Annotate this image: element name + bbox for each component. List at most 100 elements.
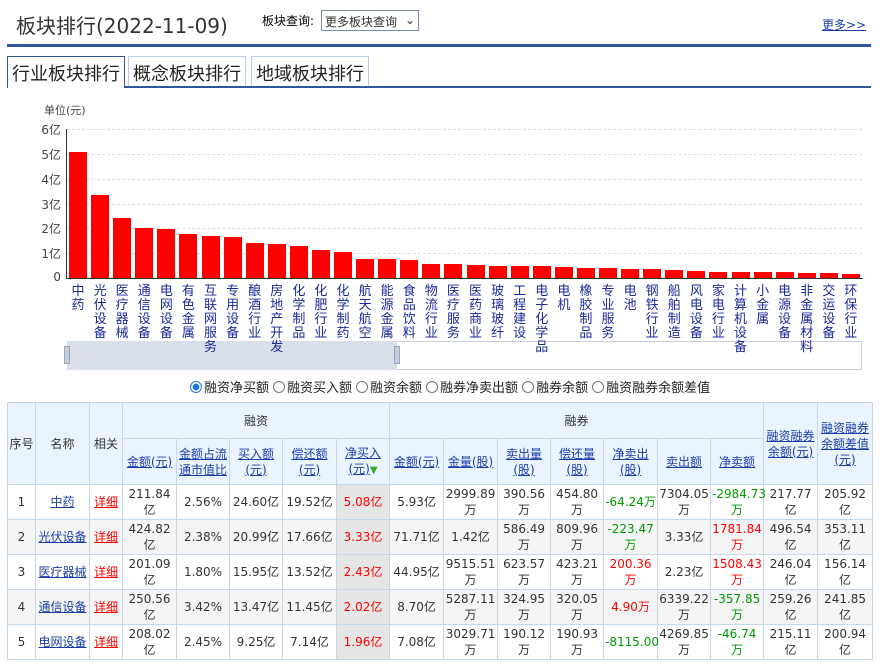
bar[interactable] — [665, 270, 684, 278]
sector-link[interactable]: 通信设备 — [38, 600, 87, 614]
bar[interactable] — [378, 259, 397, 278]
name-cell: 医疗器械 — [35, 554, 90, 590]
col-header[interactable]: 净买入(元)▼ — [335, 438, 391, 485]
radio-option[interactable]: 融券余额 — [522, 377, 588, 396]
slider-handle-right[interactable] — [394, 346, 400, 364]
radio-button[interactable] — [273, 380, 286, 393]
bar[interactable] — [179, 233, 198, 278]
col-total-balance[interactable]: 融资融券余额(元) — [763, 402, 819, 485]
sector-link[interactable]: 中药 — [50, 495, 75, 509]
x-tick-label: 医疗器械 — [115, 284, 129, 341]
bar[interactable] — [444, 264, 463, 278]
detail-link[interactable]: 详细 — [93, 495, 118, 509]
sort-link[interactable]: 金额(元) — [393, 454, 440, 469]
bar[interactable] — [311, 250, 330, 278]
bar[interactable] — [599, 268, 617, 278]
sort-link[interactable]: 金额(元) — [126, 454, 173, 469]
bar[interactable] — [201, 236, 220, 278]
bar[interactable] — [819, 273, 838, 278]
bar[interactable] — [356, 259, 375, 278]
bar[interactable] — [113, 217, 132, 278]
tab-industry[interactable]: 行业板块排行 — [7, 56, 125, 88]
sort-link[interactable]: 偿还额(元) — [291, 446, 328, 477]
col-header[interactable]: 卖出量(股) — [497, 438, 552, 485]
sort-link[interactable]: 卖出额 — [666, 454, 703, 469]
radio-button[interactable] — [426, 380, 439, 393]
bar[interactable] — [753, 272, 772, 278]
sort-link[interactable]: 净买入(元) — [345, 445, 382, 476]
bar[interactable] — [841, 273, 860, 278]
bar[interactable] — [775, 272, 794, 278]
sort-link[interactable]: 融资融券余额差值(元) — [821, 420, 870, 467]
radio-option[interactable]: 融券净卖出额 — [426, 377, 518, 396]
gridline — [67, 228, 862, 230]
sort-link[interactable]: 偿还量(股) — [559, 446, 596, 477]
radio-option[interactable]: 融资买入额 — [273, 377, 352, 396]
col-header[interactable]: 净卖额 — [710, 438, 765, 485]
sector-link[interactable]: 电网设备 — [38, 635, 87, 649]
bar[interactable] — [289, 245, 308, 278]
tab-region[interactable]: 地域板块排行 — [251, 56, 369, 87]
sort-link[interactable]: 净卖额 — [719, 454, 756, 469]
bar[interactable] — [91, 195, 110, 278]
value-cell: 24.60亿 — [229, 484, 283, 520]
sort-link[interactable]: 融资融券余额(元) — [766, 428, 815, 459]
bar[interactable] — [267, 243, 286, 278]
sector-link[interactable]: 光伏设备 — [38, 530, 87, 544]
bar[interactable] — [643, 269, 662, 278]
radio-button[interactable] — [356, 380, 369, 393]
bar[interactable] — [488, 265, 507, 278]
bar[interactable] — [532, 266, 551, 278]
col-header[interactable]: 净卖出(股) — [603, 438, 659, 485]
detail-link[interactable]: 详细 — [93, 600, 118, 614]
bar[interactable] — [709, 271, 728, 278]
tab-concept[interactable]: 概念板块排行 — [128, 56, 246, 87]
bar[interactable] — [554, 266, 573, 278]
bar[interactable] — [510, 265, 529, 278]
bar[interactable] — [797, 272, 816, 278]
bar[interactable] — [157, 229, 176, 278]
bar[interactable] — [466, 265, 485, 278]
col-header[interactable]: 金量(股) — [443, 438, 499, 485]
detail-link[interactable]: 详细 — [93, 635, 118, 649]
col-header[interactable]: 偿还额(元) — [282, 438, 337, 485]
bar[interactable] — [223, 237, 242, 278]
col-header[interactable]: 金额(元) — [389, 438, 445, 485]
sector-query-select[interactable]: 更多板块查询 ⌄ — [321, 10, 419, 31]
radio-option[interactable]: 融资融券余额差值 — [592, 377, 710, 396]
sort-link[interactable]: 金额占流通市值比 — [178, 446, 227, 477]
more-link[interactable]: 更多>> — [822, 18, 867, 32]
sort-link[interactable]: 买入额(元) — [237, 446, 274, 477]
bar[interactable] — [135, 227, 154, 278]
col-header[interactable]: 金额占流通市值比 — [176, 438, 230, 485]
bar[interactable] — [334, 252, 352, 278]
bar[interactable] — [422, 263, 441, 278]
radio-button[interactable] — [190, 380, 202, 393]
bar[interactable] — [731, 271, 750, 278]
x-axis-line — [66, 278, 863, 279]
bar[interactable] — [400, 260, 419, 278]
bar[interactable] — [245, 243, 264, 278]
sort-link[interactable]: 净卖出(股) — [612, 446, 649, 477]
sort-link[interactable]: 金量(股) — [447, 454, 494, 469]
bar[interactable] — [69, 151, 87, 278]
x-tick-label: 光伏设备 — [93, 284, 107, 341]
radio-button[interactable] — [592, 380, 605, 393]
radio-option[interactable]: 融资净买额 — [190, 377, 269, 396]
radio-option[interactable]: 融资余额 — [356, 377, 422, 396]
col-header[interactable]: 卖出额 — [657, 438, 712, 485]
col-header[interactable]: 买入额(元) — [229, 438, 283, 485]
zoom-slider-selection[interactable] — [67, 341, 397, 370]
sector-link[interactable]: 医疗器械 — [38, 565, 87, 579]
radio-button[interactable] — [522, 380, 535, 393]
bar[interactable] — [576, 267, 595, 278]
sort-link[interactable]: 卖出量(股) — [506, 446, 543, 477]
detail-link[interactable]: 详细 — [93, 530, 118, 544]
slider-handle-left[interactable] — [64, 346, 70, 364]
bar[interactable] — [687, 271, 706, 278]
col-header[interactable]: 金额(元) — [122, 438, 177, 485]
detail-link[interactable]: 详细 — [93, 565, 118, 579]
col-balance-diff[interactable]: 融资融券余额差值(元) — [817, 402, 874, 485]
col-header[interactable]: 偿还量(股) — [550, 438, 605, 485]
bar[interactable] — [621, 268, 640, 278]
